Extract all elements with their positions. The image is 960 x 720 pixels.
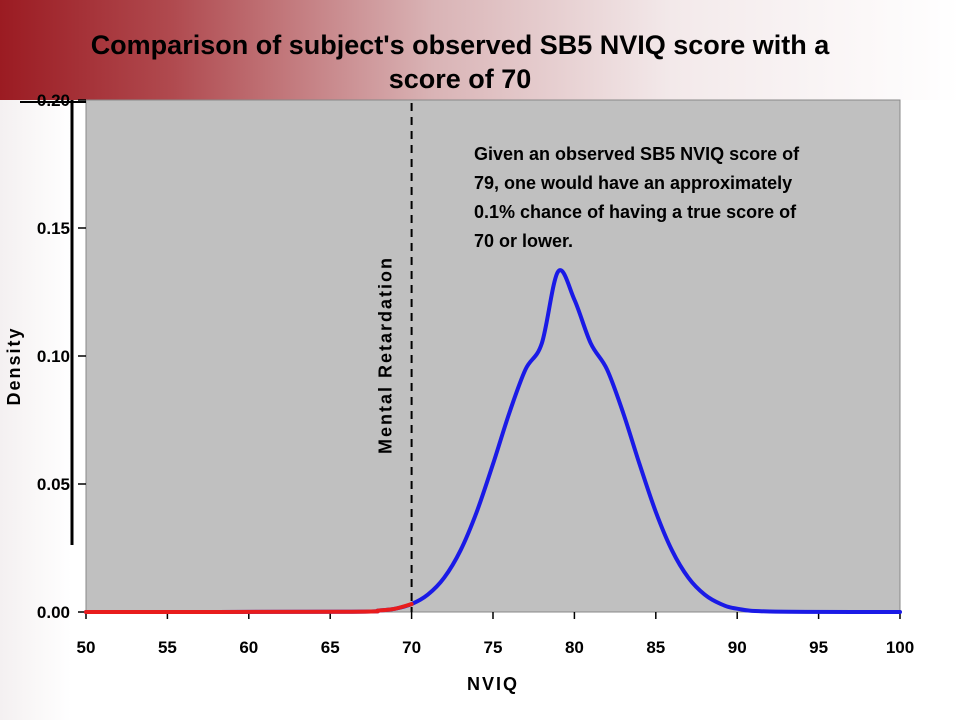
annotation-line: 79, one would have an approximately xyxy=(474,173,792,193)
series-line-1 xyxy=(84,602,414,614)
x-tick-label: 65 xyxy=(321,638,340,657)
left-margin-band xyxy=(0,100,72,720)
x-axis: 50 55 60 65 70 75 80 85 90 95 100 xyxy=(77,612,914,657)
y-tick-label: 0.00 xyxy=(37,603,70,622)
x-tick-label: 70 xyxy=(402,638,421,657)
x-tick-label: 85 xyxy=(646,638,665,657)
y-tick-label: 0.05 xyxy=(37,475,70,494)
series-group xyxy=(84,268,902,614)
x-tick-label: 50 xyxy=(77,638,96,657)
annotation-line: 0.1% chance of having a true score of xyxy=(474,202,797,222)
chart-title: Comparison of subject's observed SB5 NVI… xyxy=(90,30,830,94)
plot-area xyxy=(85,99,901,613)
x-tick-label: 100 xyxy=(886,638,914,657)
annotation-group: Given an observed SB5 NVIQ score of 79, o… xyxy=(474,144,800,251)
annotation-line: 70 or lower. xyxy=(474,231,573,251)
x-tick-label: 60 xyxy=(239,638,258,657)
y-axis: 0.00 0.05 0.10 0.15 0.20 xyxy=(37,91,86,622)
y-tick-label: 0.15 xyxy=(37,219,70,238)
x-tick-label: 55 xyxy=(158,638,177,657)
x-tick-label: 75 xyxy=(484,638,503,657)
annotation-line: Given an observed SB5 NVIQ score of xyxy=(474,144,800,164)
y-tick-label: 0.10 xyxy=(37,347,70,366)
header-gradient-background xyxy=(0,0,960,100)
y-tick-label: 0.20 xyxy=(37,91,70,110)
y-axis-title: Density xyxy=(4,326,24,405)
reference-line-label: Mental Retardation xyxy=(376,256,396,454)
x-tick-label: 95 xyxy=(809,638,828,657)
x-tick-label: 90 xyxy=(728,638,747,657)
x-tick-label: 80 xyxy=(565,638,584,657)
reference-line-group: Mental Retardation xyxy=(376,103,413,612)
x-axis-title: NVIQ xyxy=(467,674,519,694)
